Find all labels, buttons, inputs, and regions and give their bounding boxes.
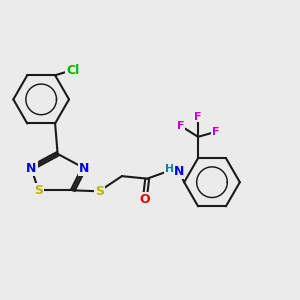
Text: O: O: [140, 194, 150, 206]
Text: S: S: [94, 185, 103, 198]
Text: N: N: [174, 165, 184, 178]
Text: F: F: [194, 112, 202, 122]
Text: F: F: [177, 121, 184, 131]
Text: S: S: [34, 184, 43, 197]
Text: N: N: [79, 161, 89, 175]
Text: N: N: [26, 161, 37, 175]
Text: Cl: Cl: [66, 64, 80, 77]
Text: F: F: [212, 127, 220, 137]
Text: H: H: [165, 164, 175, 174]
